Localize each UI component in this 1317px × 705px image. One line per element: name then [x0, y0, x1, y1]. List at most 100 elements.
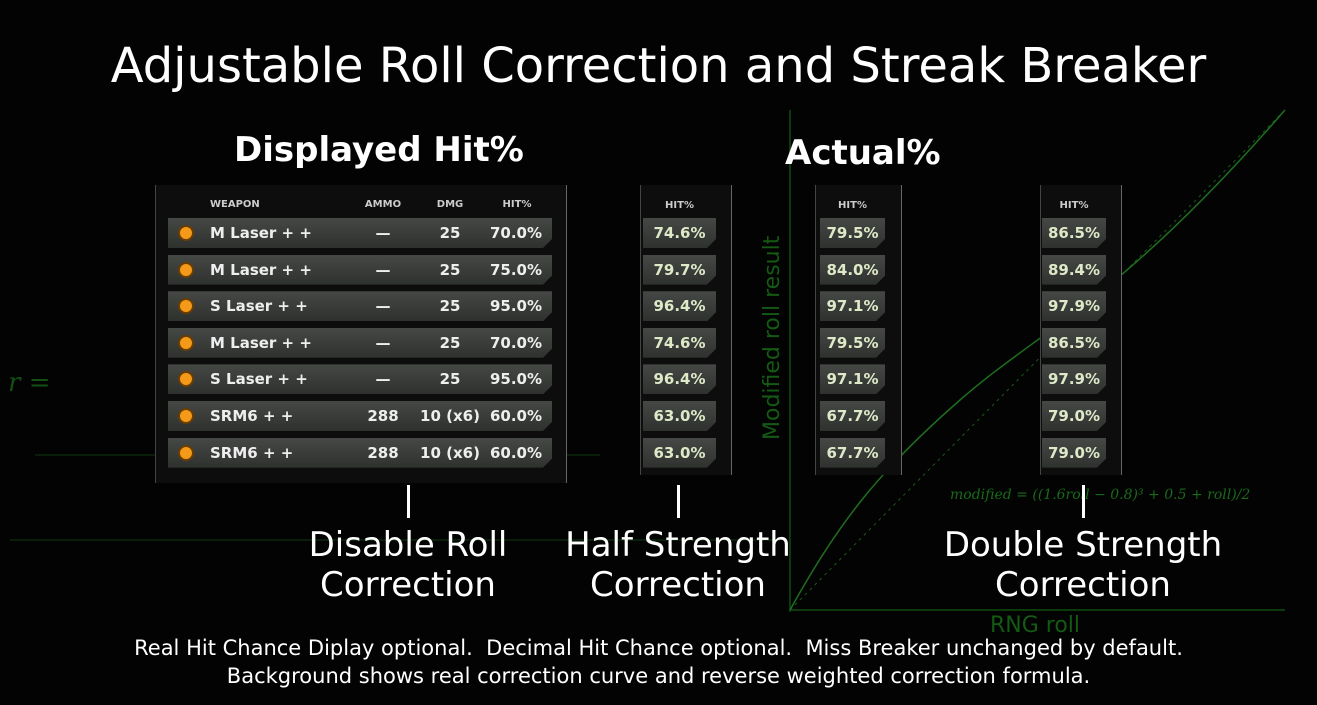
hit-chance: 95.0%: [489, 370, 542, 389]
weapon-name: SRM6 + +: [210, 407, 294, 425]
hit-row: 79.0%: [1042, 401, 1106, 431]
hit-row: 74.6%: [643, 328, 716, 358]
icon: [178, 408, 194, 424]
hit-row: 97.9%: [1042, 291, 1106, 321]
caption: Disable Roll: [308, 525, 508, 565]
hit-chance: 97.1%: [826, 370, 879, 389]
hit-row: 84.0%: [820, 255, 885, 285]
title: Adjustable Roll Correction and Streak Br…: [110, 38, 1207, 94]
hit-chance: 96.4%: [653, 297, 706, 316]
caption-tick: [407, 485, 410, 518]
hit-row: 96.4%: [643, 291, 716, 321]
weapon-row: M Laser + + — 25 70.0%: [168, 218, 552, 248]
damage: 25: [439, 370, 461, 389]
ammo: —: [375, 370, 391, 389]
hit-chance: 63.0%: [653, 443, 706, 462]
ammo: 288: [367, 443, 399, 462]
hit-chance: 97.9%: [1047, 370, 1101, 389]
weapon-row: SRM6 + + 288 10 (x6) 60.0%: [168, 438, 552, 468]
hit-chance: 86.5%: [1047, 333, 1101, 352]
hit-row: 86.5%: [1042, 218, 1106, 248]
weapon-row: SRM6 + + 288 10 (x6) 60.0%: [168, 401, 552, 431]
footer: Real Hit Chance Diplay optional. Decimal…: [134, 636, 1183, 660]
damage: 25: [439, 224, 461, 242]
hit-row: 79.5%: [820, 328, 885, 358]
caption: Double Strength: [943, 525, 1223, 565]
hit-chance: 84.0%: [826, 260, 879, 279]
hit-chance: 95.0%: [489, 297, 542, 316]
hit-row: 67.7%: [820, 401, 885, 431]
caption: Half Strength: [565, 525, 791, 565]
hit-row: 89.4%: [1042, 255, 1106, 285]
icon: [178, 371, 194, 387]
hit-chance: 75.0%: [489, 260, 542, 279]
ammo: —: [375, 333, 391, 352]
hit-row: 86.5%: [1042, 328, 1106, 358]
footer: Background shows real correction curve a…: [226, 664, 1091, 688]
hit-chance: 96.4%: [653, 370, 706, 389]
y-axis-label: Modified roll result: [760, 235, 785, 440]
hit-row: 97.9%: [1042, 364, 1106, 394]
caption-tick: [677, 485, 680, 518]
caption: Correction: [590, 565, 766, 605]
icon: [178, 262, 194, 278]
ammo: —: [375, 260, 391, 279]
hit-chance: 79.7%: [653, 260, 706, 279]
hit-chance: 86.5%: [1047, 224, 1101, 242]
column-header: HIT%: [838, 200, 867, 211]
ammo: —: [375, 297, 391, 316]
weapon-name: SRM6 + +: [210, 443, 294, 462]
weapon-name: M Laser + +: [210, 260, 312, 279]
weapon-name: S Laser + +: [210, 297, 308, 316]
column-header: HIT%: [665, 200, 694, 211]
caption: Correction: [320, 565, 496, 605]
damage: 10 (x6): [420, 443, 480, 462]
caption-tick: [1082, 485, 1085, 518]
hit-chance: 60.0%: [489, 443, 542, 462]
x-axis-label: RNG roll: [990, 613, 1081, 638]
hit-chance: 79.0%: [1047, 407, 1101, 425]
column-header: WEAPON: [210, 199, 260, 210]
caption: Correction: [995, 565, 1171, 605]
weapon-row: M Laser + + — 25 75.0%: [168, 255, 552, 285]
hit-chance: 74.6%: [653, 333, 706, 352]
hit-chance: 74.6%: [653, 224, 706, 242]
hit-chance: 67.7%: [826, 407, 879, 425]
damage: 25: [439, 297, 461, 316]
weapon-name: M Laser + +: [210, 224, 312, 242]
weapon-row: S Laser + + — 25 95.0%: [168, 364, 552, 394]
hit-chance: 79.0%: [1047, 443, 1101, 462]
column-header: DMG: [436, 199, 464, 210]
hit-row: 74.6%: [643, 218, 716, 248]
hit-chance: 60.0%: [489, 407, 542, 425]
icon: [178, 445, 194, 461]
column-header: AMMO: [364, 199, 402, 210]
heading: Actual%: [785, 133, 941, 173]
hit-row: 79.5%: [820, 218, 885, 248]
icon: [178, 225, 194, 241]
icon: [178, 298, 194, 314]
formula-r: r =: [8, 368, 51, 398]
weapon-row: M Laser + + — 25 70.0%: [168, 328, 552, 358]
ammo: —: [375, 224, 391, 242]
hit-chance: 97.1%: [826, 297, 879, 316]
hit-chance: 79.5%: [826, 333, 879, 352]
hit-row: 67.7%: [820, 438, 885, 468]
hit-row: 63.0%: [643, 401, 716, 431]
column-header: HIT%: [1059, 200, 1089, 211]
hit-row: 96.4%: [643, 364, 716, 394]
damage: 25: [439, 333, 461, 352]
hit-chance: 97.9%: [1047, 297, 1101, 316]
hit-chance: 70.0%: [489, 224, 542, 242]
hit-chance: 79.5%: [826, 224, 879, 242]
ammo: 288: [367, 407, 399, 425]
hit-row: 79.0%: [1042, 438, 1106, 468]
hit-chance: 89.4%: [1047, 260, 1101, 279]
column-header: HIT%: [502, 199, 532, 210]
weapon-name: S Laser + +: [210, 370, 308, 389]
damage: 10 (x6): [420, 407, 480, 425]
weapon-row: S Laser + + — 25 95.0%: [168, 291, 552, 321]
hit-row: 97.1%: [820, 364, 885, 394]
hit-row: 79.7%: [643, 255, 716, 285]
